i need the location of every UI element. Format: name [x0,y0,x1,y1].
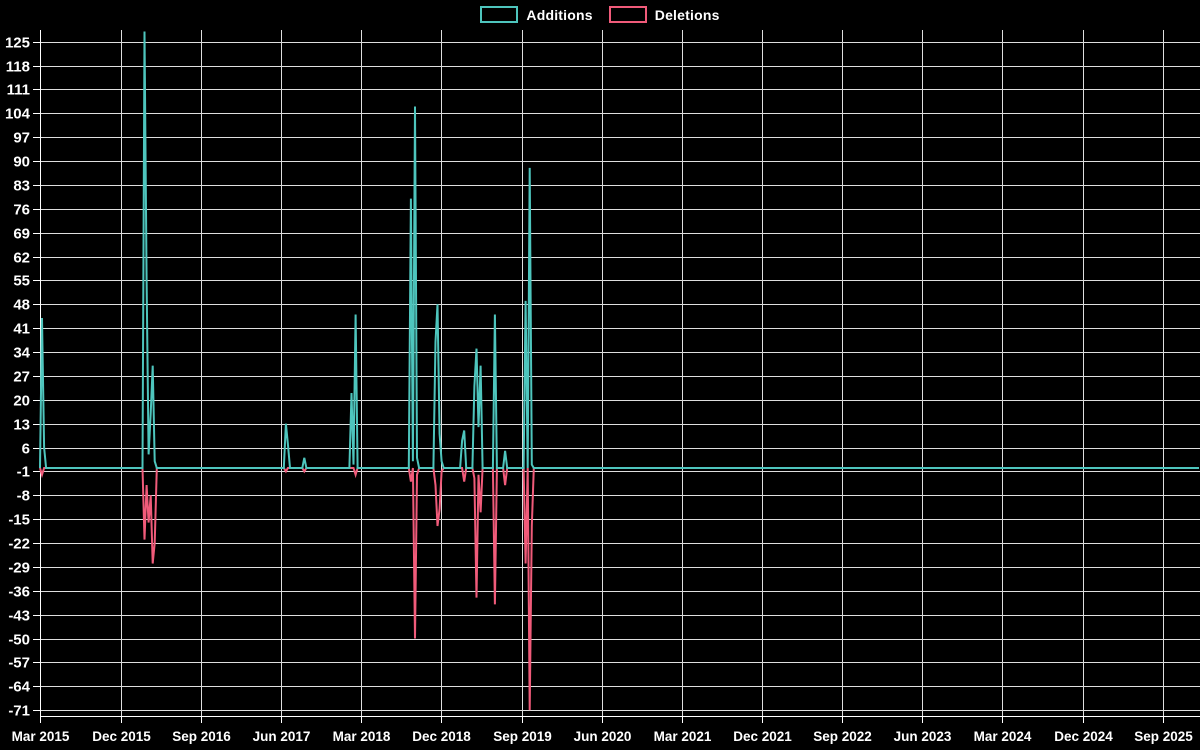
x-tick-label: Dec 2015 [92,729,151,744]
y-tick-label: 41 [13,321,30,338]
y-tick-label: -36 [8,584,30,601]
x-tick-label: Sep 2025 [1134,729,1193,744]
y-tick-label: 55 [13,273,30,290]
x-tick-label: Mar 2018 [333,729,391,744]
y-tick-label: 83 [13,178,30,195]
y-tick-label: -71 [8,703,30,720]
y-tick-label: 125 [5,35,30,52]
y-tick-label: -29 [8,560,30,577]
x-tick-label: Mar 2021 [654,729,712,744]
y-tick-label: -50 [8,632,30,649]
x-tick-label: Dec 2024 [1054,729,1113,744]
x-tick-label: Mar 2024 [974,729,1032,744]
y-tick-label: -8 [17,488,30,505]
x-tick-label: Sep 2019 [493,729,552,744]
y-tick-label: -22 [8,536,30,553]
x-tick-label: Jun 2020 [574,729,632,744]
y-tick-label: -43 [8,608,30,625]
x-tick-label: Sep 2016 [172,729,231,744]
x-tick-label: Jun 2017 [253,729,311,744]
legend-label-deletions: Deletions [654,6,720,23]
x-tick-label: Dec 2021 [733,729,792,744]
chart-legend: Additions Deletions [0,6,1200,23]
y-tick-label: -15 [8,512,30,529]
x-tick-label: Sep 2022 [813,729,872,744]
y-tick-label: 76 [13,202,30,219]
legend-label-additions: Additions [526,6,593,23]
y-tick-label: -64 [8,679,30,696]
legend-item-deletions[interactable]: Deletions [608,6,720,23]
y-tick-label: 48 [13,297,30,314]
y-tick-label: 104 [5,106,31,123]
additions-line [39,31,1199,469]
deletions-line [39,467,1199,711]
y-tick-label: 118 [6,59,30,76]
x-tick-label: Dec 2018 [412,729,471,744]
y-tick-label: 6 [22,441,30,458]
x-tick-label: Mar 2015 [12,729,70,744]
y-tick-label: 13 [13,417,30,434]
y-tick-label: -1 [17,464,30,481]
y-tick-label: 20 [13,393,30,410]
additions-swatch-icon [480,6,519,23]
legend-item-additions[interactable]: Additions [480,6,593,23]
y-tick-label: 69 [13,226,30,243]
deletions-swatch-icon [608,6,647,23]
y-tick-label: 34 [13,345,30,362]
y-tick-label: 27 [13,369,30,386]
y-tick-label: 111 [7,82,30,99]
y-tick-label: 97 [13,130,30,147]
x-tick-label: Jun 2023 [894,729,952,744]
y-tick-label: 90 [13,154,30,171]
y-tick-label: -57 [8,655,30,672]
y-tick-label: 62 [13,250,30,267]
